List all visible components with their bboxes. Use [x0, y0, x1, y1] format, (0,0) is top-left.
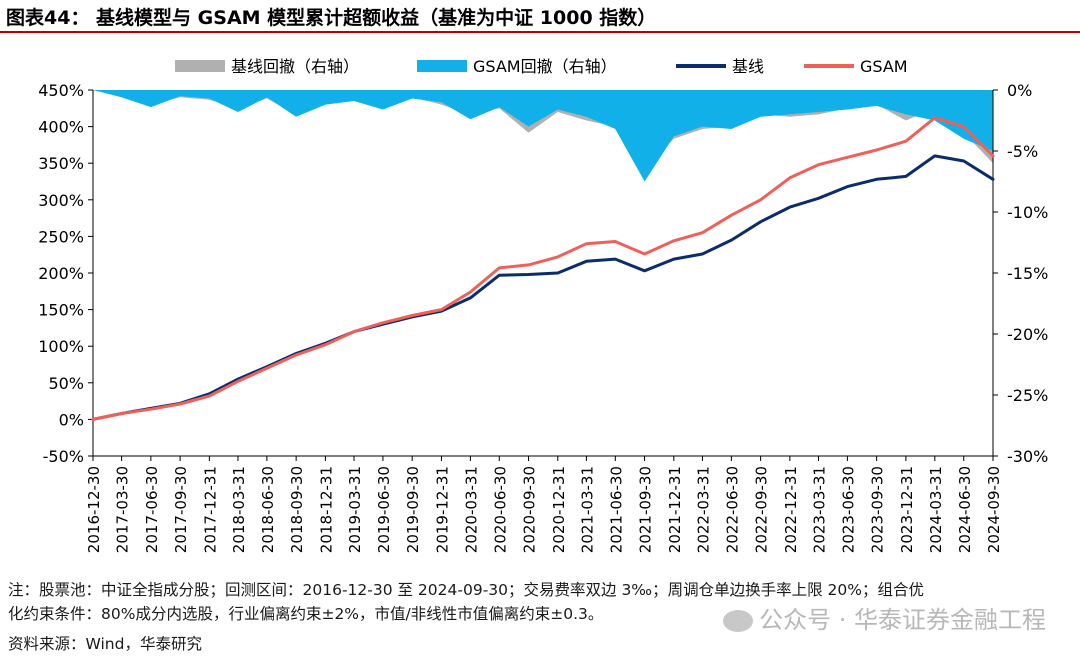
x-tick-label: 2017-09-30	[172, 466, 190, 553]
x-tick-label: 2021-09-30	[637, 466, 655, 553]
legend-swatch	[417, 60, 467, 72]
x-tick-label: 2021-03-31	[578, 466, 596, 553]
y-left-tick-label: 350%	[38, 154, 84, 173]
y-left-tick-label: 0%	[59, 410, 84, 429]
y-right-tick-label: -5%	[1007, 142, 1038, 161]
source-line: 资料来源：Wind，华泰研究	[8, 635, 202, 653]
legend-baseline-drawdown: 基线回撤（右轴）	[175, 57, 359, 76]
figure-title: 图表44： 基线模型与 GSAM 模型累计超额收益（基准为中证 1000 指数）	[6, 7, 657, 29]
x-tick-label: 2022-09-30	[753, 466, 771, 553]
title-underline	[0, 31, 1080, 33]
cumulative-excess-return-chart: 基线回撤（右轴） GSAM回撤（右轴） 基线 GSAM 450% 400% 350% 300…	[38, 57, 1048, 553]
y-left-tick-label: 400%	[38, 118, 84, 137]
watermark-text: 公众号 · 华泰证券金融工程	[759, 606, 1046, 634]
x-tick-label: 2017-12-31	[201, 466, 219, 553]
x-tick-label: 2023-09-30	[869, 466, 887, 553]
y-left-tick-label: 100%	[38, 337, 84, 356]
legend: 基线回撤（右轴） GSAM回撤（右轴） 基线 GSAM	[175, 57, 908, 76]
y-left-tick-label: -50%	[43, 447, 84, 466]
y-right-tick-label: -20%	[1007, 325, 1048, 344]
x-tick-label: 2020-06-30	[491, 466, 509, 553]
x-tick-label: 2021-12-31	[666, 466, 684, 553]
axes: 450% 400% 350% 300% 250% 200% 150% 100% 50% 0% -50…	[38, 81, 1048, 553]
y-right-tick-label: -15%	[1007, 264, 1048, 283]
y-right-tick-label: -25%	[1007, 386, 1048, 405]
drawdown-area-gsam	[93, 90, 993, 182]
x-tick-label: 2024-09-30	[985, 466, 1003, 553]
x-tick-label: 2020-09-30	[521, 466, 539, 553]
x-tick-label: 2017-03-30	[114, 466, 132, 553]
x-tick-label: 2019-06-30	[375, 466, 393, 553]
chart-notes: 注：股票池：中证全指成分股；回测区间：2016-12-30 至 2024-09-…	[8, 578, 1072, 626]
y-left-tick-label: 50%	[48, 374, 84, 393]
y-left-tick-label: 150%	[38, 301, 84, 320]
legend-label: 基线	[732, 57, 764, 76]
x-tick-label: 2018-03-31	[230, 466, 248, 553]
x-tick-label: 2019-12-31	[433, 466, 451, 553]
x-tick-label: 2022-12-31	[782, 466, 800, 553]
x-tick-label: 2024-06-30	[956, 466, 974, 553]
x-tick-label: 2017-06-30	[143, 466, 161, 553]
y-right-tick-label: -10%	[1007, 203, 1048, 222]
x-tick-label: 2016-12-30	[85, 466, 103, 553]
note-line-1: 注：股票池：中证全指成分股；回测区间：2016-12-30 至 2024-09-…	[8, 581, 924, 599]
series-line-baseline	[91, 154, 995, 421]
legend-label: GSAM回撤（右轴）	[473, 57, 617, 76]
wechat-icon	[723, 610, 754, 632]
figure-header: 图表44： 基线模型与 GSAM 模型累计超额收益（基准为中证 1000 指数）	[0, 0, 1080, 33]
x-tick-label: 2018-06-30	[259, 466, 277, 553]
x-tick-label: 2019-09-30	[404, 466, 422, 553]
legend-label: 基线回撤（右轴）	[231, 57, 359, 76]
x-tick-label: 2022-06-30	[723, 466, 741, 553]
x-tick-label: 2020-03-31	[462, 466, 480, 553]
y-left-tick-label: 300%	[38, 191, 84, 210]
x-tick-label: 2024-03-31	[927, 466, 945, 553]
y-right-tick-label: 0%	[1007, 81, 1032, 100]
watermark: 公众号 · 华泰证券金融工程	[723, 600, 1046, 635]
x-tick-label: 2020-12-31	[550, 466, 568, 553]
x-tick-label: 2018-09-30	[288, 466, 306, 553]
legend-gsam: GSAM	[804, 57, 908, 76]
x-tick-label: 2021-06-30	[607, 466, 625, 553]
legend-swatch	[175, 60, 225, 72]
legend-label: GSAM	[860, 57, 908, 76]
x-tick-label: 2022-03-31	[694, 466, 712, 553]
x-tick-label: 2023-03-31	[810, 466, 828, 553]
x-tick-label: 2023-12-31	[898, 466, 916, 553]
y-left-tick-label: 450%	[38, 81, 84, 100]
legend-gsam-drawdown: GSAM回撤（右轴）	[417, 57, 617, 76]
drawdown-areas	[93, 90, 993, 182]
y-left-tick-label: 200%	[38, 264, 84, 283]
note-line-2: 化约束条件：80%成分内选股，行业偏离约束±2%，市值/非线性市值偏离约束±0.…	[8, 605, 604, 623]
series-line-gsam	[91, 116, 995, 421]
return-lines	[91, 116, 995, 421]
x-tick-label: 2023-06-30	[839, 466, 857, 553]
y-left-tick-label: 250%	[38, 227, 84, 246]
x-tick-label: 2018-12-31	[317, 466, 335, 553]
legend-baseline: 基线	[676, 57, 764, 76]
x-tick-label: 2019-03-31	[346, 466, 364, 553]
y-right-tick-label: -30%	[1007, 447, 1048, 466]
